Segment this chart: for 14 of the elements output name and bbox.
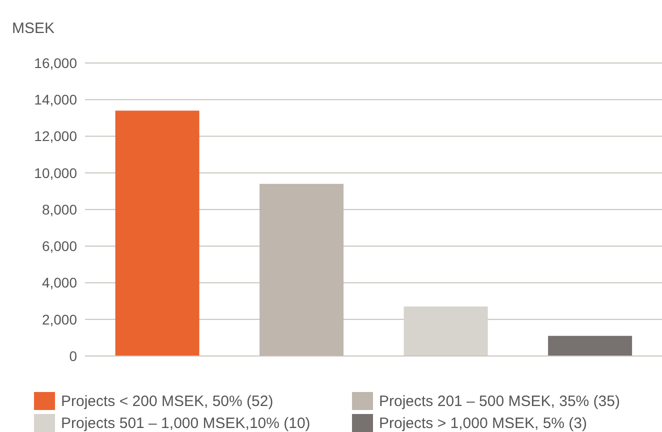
y-axis-title: MSEK <box>12 20 55 37</box>
y-tick-label: 14,000 <box>34 92 78 108</box>
legend-label: Projects < 200 MSEK, 50% (52) <box>61 392 274 410</box>
y-tick-label: 16,000 <box>34 54 78 71</box>
y-tick-label: 4,000 <box>42 274 78 291</box>
y-tick-label: 0 <box>69 348 78 364</box>
y-tick-label: 12,000 <box>34 128 78 144</box>
y-tick-label: 10,000 <box>34 164 78 181</box>
legend-label: Projects > 1,000 MSEK, 5% (3) <box>379 414 588 432</box>
y-tick-label: 2,000 <box>42 311 78 328</box>
legend-label: Projects 501 – 1,000 MSEK,10% (10) <box>61 414 310 432</box>
y-tick-label: 6,000 <box>42 238 78 254</box>
legend-label: Projects 201 – 500 MSEK, 35% (35) <box>379 392 620 410</box>
y-tick-label: 8,000 <box>42 201 78 218</box>
